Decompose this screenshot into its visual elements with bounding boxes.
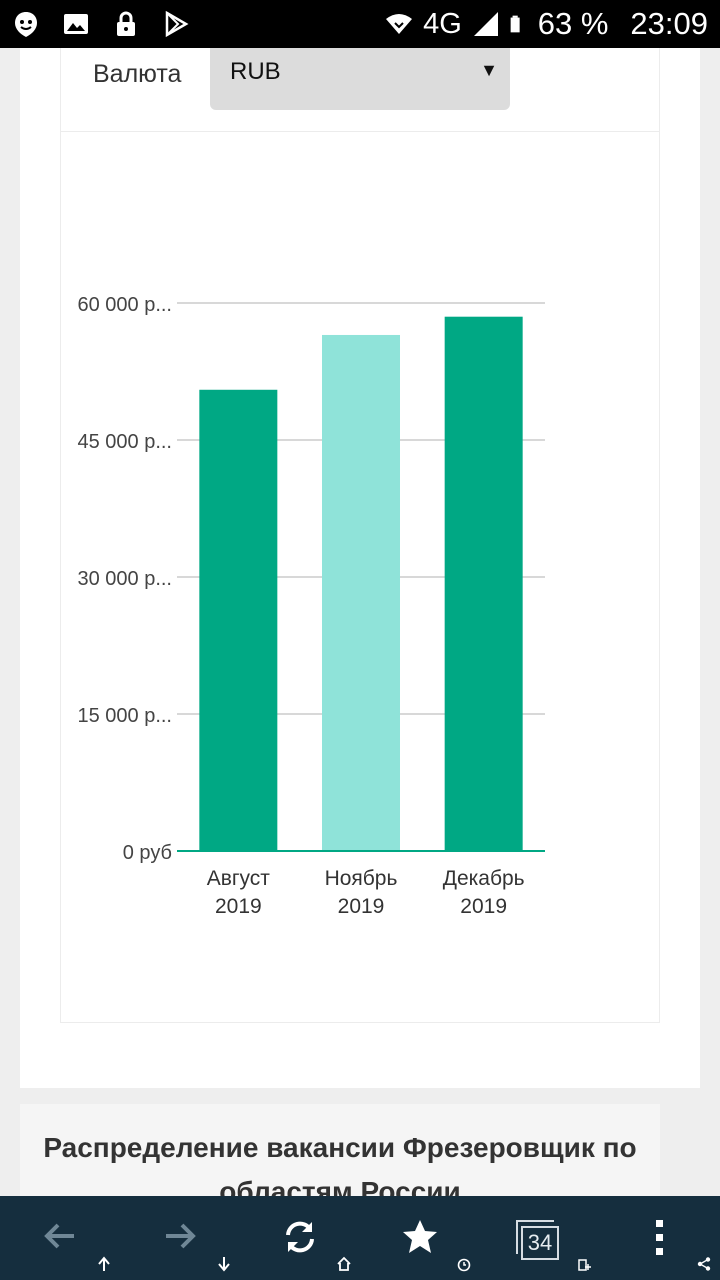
lock-icon bbox=[117, 11, 135, 36]
scroll-down-icon bbox=[218, 1257, 230, 1272]
status-bar: 4G 63 % 23:09 bbox=[0, 0, 720, 48]
menu-button[interactable] bbox=[600, 1196, 720, 1280]
scroll-up-icon bbox=[98, 1256, 110, 1271]
share-icon bbox=[697, 1257, 711, 1271]
wifi-icon bbox=[386, 14, 413, 34]
add-tab-icon bbox=[578, 1259, 591, 1271]
battery-icon bbox=[510, 15, 520, 33]
y-tick-label: 60 000 р... bbox=[77, 294, 172, 316]
currency-selected-value: RUB bbox=[230, 58, 281, 85]
currency-filter-row: Валюта RUB ▼ bbox=[60, 48, 660, 132]
y-tick-label: 30 000 р... bbox=[77, 568, 172, 590]
menu-icon bbox=[656, 1220, 663, 1255]
x-tick-label: 2019 bbox=[338, 895, 385, 918]
image-icon bbox=[64, 14, 88, 34]
x-tick-label: Август bbox=[207, 867, 271, 890]
browser-toolbar bbox=[0, 1196, 720, 1280]
forward-button[interactable] bbox=[120, 1196, 240, 1280]
back-icon bbox=[44, 1223, 74, 1249]
x-tick-label: 2019 bbox=[460, 895, 507, 918]
battery-level: 63 % bbox=[537, 6, 609, 41]
currency-label: Валюта bbox=[93, 60, 182, 88]
x-tick-label: 2019 bbox=[215, 895, 262, 918]
alarm-icon bbox=[457, 1258, 471, 1272]
refresh-button[interactable] bbox=[240, 1196, 360, 1280]
refresh-icon bbox=[286, 1221, 314, 1253]
back-button[interactable] bbox=[0, 1196, 120, 1280]
face-notification-icon bbox=[15, 12, 37, 37]
network-type: 4G bbox=[423, 7, 462, 40]
currency-select[interactable]: RUB ▼ bbox=[210, 48, 510, 110]
clock: 23:09 bbox=[630, 6, 708, 41]
bar bbox=[199, 389, 278, 851]
bar bbox=[444, 316, 523, 851]
forward-icon bbox=[166, 1223, 196, 1249]
distribution-title: Распределение вакансии Фрезеровщик по об… bbox=[43, 1132, 637, 1207]
x-tick-label: Ноябрь bbox=[325, 867, 398, 890]
x-tick-label: Декабрь bbox=[443, 867, 525, 890]
y-tick-label: 0 руб bbox=[123, 842, 172, 864]
tabs-stack-icon bbox=[516, 1220, 554, 1254]
bookmark-star-icon bbox=[403, 1220, 437, 1253]
dropdown-caret-icon: ▼ bbox=[480, 60, 498, 80]
y-tick-label: 15 000 р... bbox=[77, 705, 172, 727]
home-icon bbox=[337, 1256, 351, 1271]
bar-chart-svg: 0 руб 15 000 р... 30 000 р... 45 000 р... 60… bbox=[77, 294, 545, 918]
bar bbox=[322, 334, 400, 851]
distribution-card: Распределение вакансии Фрезеровщик по об… bbox=[20, 1104, 660, 1207]
salary-chart: 0 руб 15 000 р... 30 000 р... 45 000 р... 60… bbox=[60, 131, 660, 1023]
y-tick-label: 45 000 р... bbox=[77, 431, 172, 453]
tabs-button[interactable] bbox=[480, 1196, 600, 1280]
signal-icon bbox=[473, 12, 498, 36]
page-content: Валюта RUB ▼ 0 руб 15 000 р... 30 000 р...… bbox=[20, 48, 700, 1088]
tab-count[interactable]: 34 bbox=[521, 1226, 559, 1260]
bookmark-button[interactable] bbox=[360, 1196, 480, 1280]
play-store-icon bbox=[165, 10, 189, 38]
